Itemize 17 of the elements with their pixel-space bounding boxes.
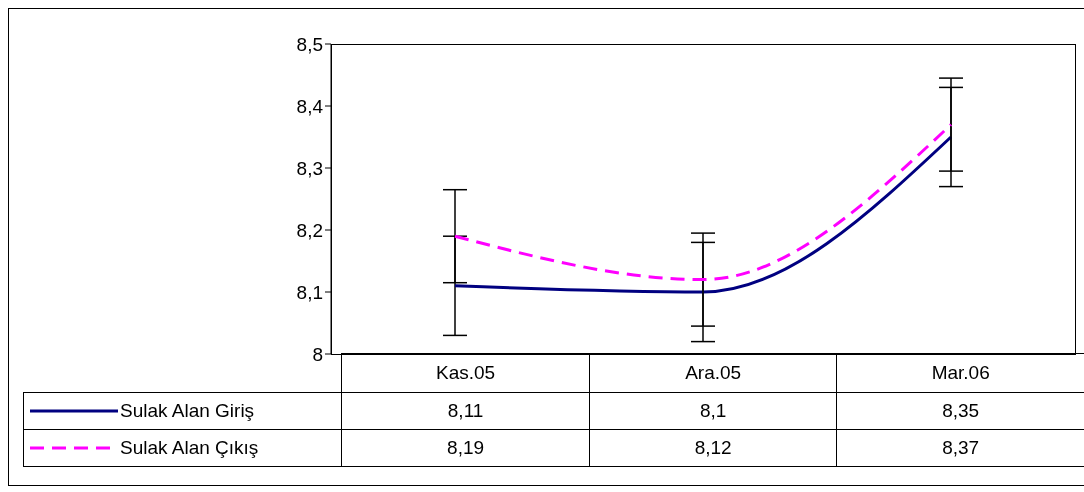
data-label: 8,12 bbox=[589, 429, 837, 466]
legend-label: Sulak Alan Çıkış bbox=[120, 436, 259, 458]
y-tick-label: 8,1 bbox=[296, 281, 323, 303]
y-tick-label: 8,3 bbox=[296, 157, 323, 179]
data-label: 8,37 bbox=[836, 429, 1084, 466]
x-tick-label: Ara.05 bbox=[589, 353, 837, 392]
y-tick-label: 8,4 bbox=[296, 95, 324, 117]
x-tick-label: Kas.05 bbox=[341, 353, 590, 392]
data-label: 8,35 bbox=[836, 392, 1084, 429]
data-label: 8,1 bbox=[589, 392, 837, 429]
y-tick-label: 8 bbox=[312, 343, 323, 365]
y-tick-label: 8,5 bbox=[296, 33, 323, 55]
y-tick-label: 8,2 bbox=[296, 219, 323, 241]
legend-label: Sulak Alan Giriş bbox=[120, 399, 255, 421]
data-label: 8,11 bbox=[341, 392, 590, 429]
data-label: 8,19 bbox=[341, 429, 590, 466]
x-tick-label: Mar.06 bbox=[836, 353, 1084, 392]
